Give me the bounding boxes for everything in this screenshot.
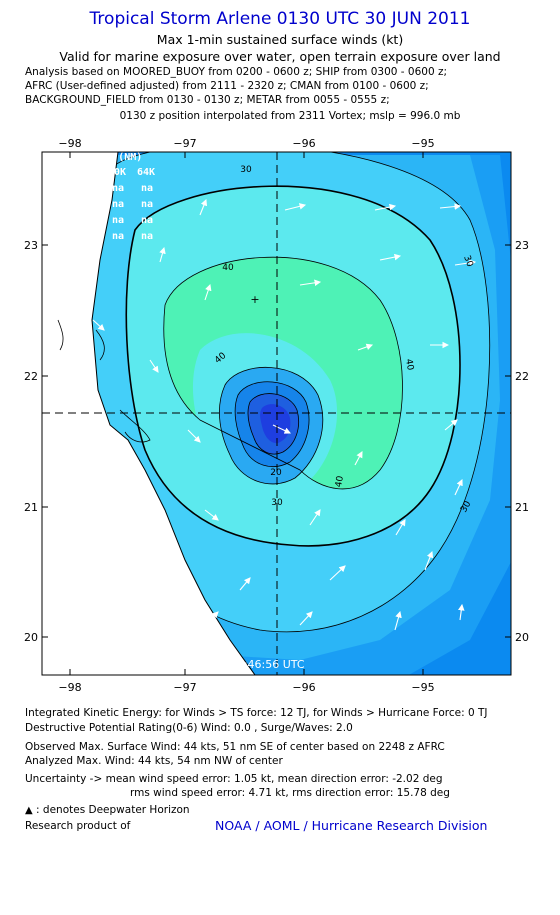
coastline-land: [42, 152, 256, 675]
svg-text:NE: NE: [54, 183, 66, 194]
dpr-line: Destructive Potential Rating(0-6) Wind: …: [25, 722, 353, 734]
map-title: Tropical Storm Arlene 0130 UTC 30 JUN 20…: [89, 9, 471, 29]
svg-text:100: 100: [79, 183, 97, 194]
lat-tick-label: 20: [24, 631, 38, 644]
contour-label: 40: [334, 475, 346, 488]
deepwater-text: : denotes Deepwater Horizon: [36, 804, 190, 816]
center-plus-marker: +: [250, 293, 259, 306]
contour-label: 40: [222, 263, 234, 273]
axis-ticks: [42, 152, 511, 675]
contour-label: 30: [240, 165, 252, 175]
svg-text:SE: SE: [54, 199, 66, 210]
lat-tick-label: 21: [24, 501, 38, 514]
svg-text:SW: SW: [54, 215, 67, 226]
wind-field-map: + 30 30 40 40 40 40 30 20 30 WIND RADII …: [24, 137, 529, 694]
credit-line: Arlene − created on 2011-06-30 12:46:56 …: [48, 658, 305, 671]
lon-tick-label: −96: [292, 137, 315, 150]
research-label: Research product of: [25, 820, 131, 832]
uncertainty-line-1: Uncertainty -> mean wind speed error: 1.…: [25, 773, 443, 785]
svg-text:NW: NW: [54, 231, 67, 242]
svg-text:na: na: [141, 231, 153, 242]
lon-tick-label: −98: [58, 681, 81, 694]
svg-text:na: na: [141, 183, 153, 194]
analysis-line-2: AFRC (User-defined adjusted) from 2111 -…: [25, 80, 429, 92]
valid-line: Valid for marine exposure over water, op…: [59, 49, 501, 64]
map-subtitle: Max 1-min sustained surface winds (kt): [156, 32, 404, 47]
svg-text:na: na: [141, 199, 153, 210]
wind-radii-col: 64K: [137, 167, 155, 178]
contour-core-4: [260, 404, 291, 444]
svg-text:na: na: [112, 183, 124, 194]
wind-radii-col: 34K: [79, 167, 97, 178]
svg-text:na: na: [112, 199, 124, 210]
svg-text:91: 91: [85, 199, 97, 210]
analyzed-max-line: Analyzed Max. Wind: 44 kts, 54 nm NW of …: [25, 755, 283, 767]
lat-tick-label: 21: [515, 501, 529, 514]
lat-tick-label: 22: [515, 370, 529, 383]
svg-text:na: na: [141, 215, 153, 226]
plot-frame: [41, 151, 512, 676]
deepwater-icon: ▲: [25, 805, 33, 816]
axis-labels: −98 −97 −96 −95 −98 −97 −96 −95 23 22 21…: [24, 137, 529, 694]
analysis-line-3: BACKGROUND_FIELD from 0130 - 0130 z; MET…: [25, 94, 390, 106]
noaa-link[interactable]: NOAA / AOML / Hurricane Research Divisio…: [215, 818, 488, 833]
lon-tick-label: −97: [173, 137, 196, 150]
svg-text:85: 85: [85, 215, 97, 226]
lon-tick-label: −98: [58, 137, 81, 150]
wind-radii-table: WIND RADII (NM) QD 34K 50K 64K NE 100 na na…: [52, 152, 155, 242]
observed-max-line: Observed Max. Surface Wind: 44 kts, 51 n…: [25, 741, 445, 753]
wind-vectors: [71, 169, 477, 635]
lon-tick-label: −95: [411, 681, 434, 694]
contour-label: 40: [403, 358, 415, 371]
wind-radii-col: QD: [54, 167, 66, 178]
contour-label: 20: [270, 468, 282, 478]
wind-radii-col: 50K: [108, 167, 126, 178]
contour-label: 30: [461, 254, 474, 268]
center-crosshair: [42, 152, 511, 675]
ike-line: Integrated Kinetic Energy: for Winds > T…: [25, 707, 488, 719]
svg-text:95: 95: [85, 231, 97, 242]
lon-tick-label: −96: [292, 681, 315, 694]
svg-text:na: na: [112, 231, 124, 242]
position-line: 0130 z position interpolated from 2311 V…: [119, 110, 461, 122]
wind-radii-header: WIND RADII (NM): [52, 152, 142, 163]
lat-tick-label: 22: [24, 370, 38, 383]
lon-tick-label: −95: [411, 137, 434, 150]
lat-tick-label: 23: [515, 239, 529, 252]
svg-text:na: na: [112, 215, 124, 226]
uncertainty-line-2: rms wind speed error: 4.71 kt, rms direc…: [130, 787, 450, 799]
lon-tick-label: −97: [173, 681, 196, 694]
lat-tick-label: 23: [24, 239, 38, 252]
analysis-line-1: Analysis based on MOORED_BUOY from 0200 …: [25, 66, 448, 78]
contour-label: 30: [271, 498, 283, 508]
deepwater-legend: ▲ : denotes Deepwater Horizon: [25, 804, 190, 816]
coastline-detail: [57, 319, 151, 443]
lat-tick-label: 20: [515, 631, 529, 644]
